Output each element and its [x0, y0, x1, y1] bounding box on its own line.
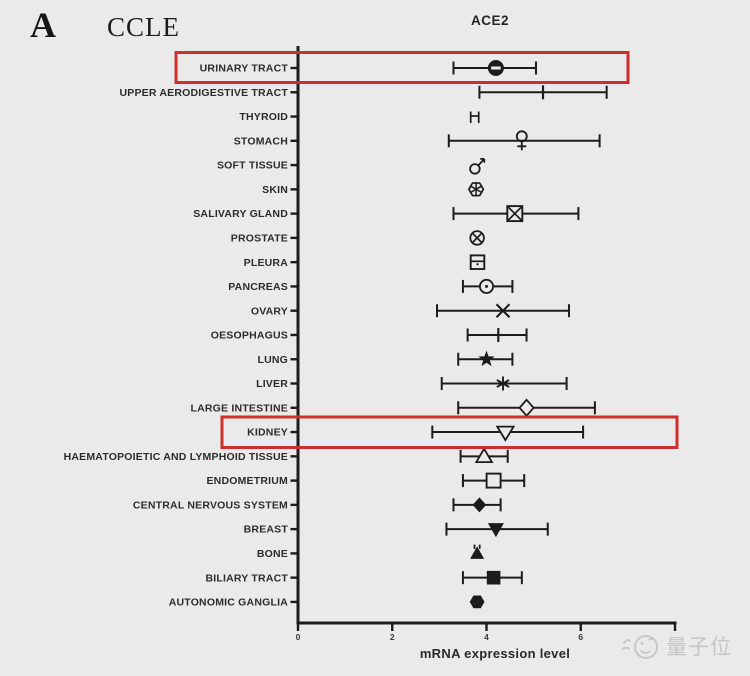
category-label: HAEMATOPOIETIC AND LYMPHOID TISSUE — [64, 451, 288, 463]
star-filled-icon — [478, 350, 495, 367]
square-x-open-icon — [506, 205, 524, 223]
category-label: BONE — [257, 548, 288, 560]
row-liver: LIVER — [256, 376, 568, 391]
row-prostate: PROSTATE — [231, 230, 485, 246]
x-tick-label: 4 — [484, 632, 489, 642]
diamond-open-icon — [518, 398, 535, 418]
category-label: SKIN — [262, 184, 288, 196]
male-sign-icon — [469, 158, 486, 175]
female-sign-icon — [515, 130, 528, 151]
row-pleura: PLEURA — [244, 254, 486, 270]
category-label: AUTONOMIC GANGLIA — [169, 597, 289, 609]
row-oesophagus: OESOPHAGUS — [211, 328, 528, 342]
x-tick-label: 2 — [390, 632, 395, 642]
row-kidney: KIDNEY — [247, 425, 585, 442]
category-label: KIDNEY — [247, 427, 288, 439]
category-label: BILIARY TRACT — [205, 572, 288, 584]
chart-title: ACE2 — [470, 13, 509, 28]
square-filled-icon — [486, 570, 501, 585]
row-large-intestine: LARGE INTESTINE — [190, 398, 596, 418]
watermark: 量子位 — [620, 626, 748, 666]
hexagon-filled-icon — [469, 595, 485, 609]
triangle-up-filled-capped-icon — [470, 544, 485, 559]
circle-dot-open-icon — [479, 278, 494, 294]
asterisk-icon — [496, 376, 510, 391]
triangle-up-open-icon — [474, 447, 494, 463]
category-label: CENTRAL NERVOUS SYSTEM — [133, 499, 288, 511]
row-biliary-tract: BILIARY TRACT — [205, 570, 523, 585]
category-label: LUNG — [257, 354, 288, 366]
panel-letter: A — [30, 5, 56, 45]
square-minus-open-icon — [469, 254, 486, 270]
category-label: SALIVARY GLAND — [193, 208, 288, 220]
square-open-icon — [485, 472, 502, 489]
row-stomach: STOMACH — [234, 130, 601, 151]
row-endometrium: ENDOMETRIUM — [206, 472, 526, 489]
highlight-box-kidney — [220, 415, 679, 449]
circle-minus-filled-icon — [487, 60, 504, 76]
watermark-text: 量子位 — [666, 635, 732, 659]
x-mark-icon — [495, 303, 511, 318]
hexagon-spokes-icon — [467, 182, 485, 197]
row-pancreas: PANCREAS — [228, 278, 514, 294]
category-label: ENDOMETRIUM — [206, 475, 288, 487]
row-thyroid: THYROID — [239, 111, 480, 123]
row-breast: BREAST — [244, 522, 549, 538]
category-label: BREAST — [244, 524, 289, 536]
mini-errorbar-icon — [469, 111, 480, 123]
triangle-down-open-icon — [495, 425, 516, 442]
row-salivary-gland: SALIVARY GLAND — [193, 205, 580, 223]
category-label: URINARY TRACT — [200, 63, 289, 75]
row-urinary-tract: URINARY TRACT — [200, 60, 537, 76]
category-label: PLEURA — [244, 257, 289, 269]
x-tick-label: 0 — [296, 632, 301, 642]
category-label: LIVER — [256, 378, 288, 390]
x-axis-label: mRNA expression level — [419, 646, 571, 661]
category-label: STOMACH — [234, 135, 288, 147]
category-label: PANCREAS — [228, 281, 288, 293]
category-label: THYROID — [239, 111, 288, 123]
row-haematopoietic-and-lymphoid-tissue: HAEMATOPOIETIC AND LYMPHOID TISSUE — [64, 447, 509, 463]
dataset-title: CCLE — [107, 12, 181, 42]
row-upper-aerodigestive-tract: UPPER AERODIGESTIVE TRACT — [119, 85, 608, 100]
triangle-down-filled-icon — [487, 523, 504, 538]
row-lung: LUNG — [257, 350, 514, 367]
row-skin: SKIN — [262, 182, 485, 197]
row-ovary: OVARY — [251, 303, 570, 318]
row-soft-tissue: SOFT TISSUE — [217, 158, 486, 175]
qbitai-logo-icon — [622, 635, 658, 659]
category-label: LARGE INTESTINE — [190, 402, 288, 414]
row-bone: BONE — [257, 544, 485, 560]
x-tick-label: 6 — [578, 632, 583, 642]
category-label: OVARY — [251, 305, 288, 317]
category-label: SOFT TISSUE — [217, 160, 288, 172]
category-label: UPPER AERODIGESTIVE TRACT — [119, 87, 288, 99]
plus-mark-icon — [493, 328, 504, 342]
row-central-nervous-system: CENTRAL NERVOUS SYSTEM — [133, 497, 502, 513]
category-label: PROSTATE — [231, 232, 288, 244]
category-label: OESOPHAGUS — [211, 330, 288, 342]
circle-x-open-icon — [469, 230, 485, 246]
highlight-box-urinary-tract — [174, 51, 630, 84]
row-autonomic-ganglia: AUTONOMIC GANGLIA — [169, 595, 485, 609]
diamond-filled-icon — [472, 497, 487, 513]
